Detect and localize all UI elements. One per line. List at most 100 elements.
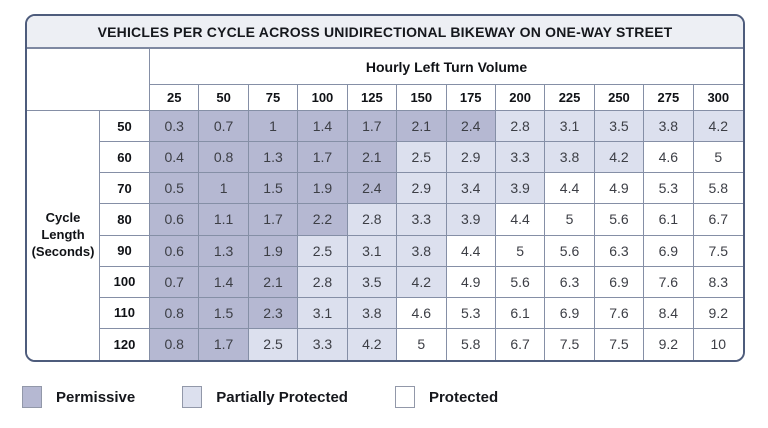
column-header-cell: 175: [446, 85, 496, 111]
value-cell: 2.8: [298, 266, 348, 298]
value-cell: 9.2: [644, 328, 694, 360]
row-header-cell: 100: [100, 266, 150, 298]
row-header-cell: 60: [100, 142, 150, 174]
legend: Permissive Partially Protected Protected: [22, 386, 498, 408]
value-cell: 8.3: [693, 266, 743, 298]
value-cell: 1.7: [248, 204, 299, 236]
column-header-cell: 75: [248, 85, 299, 111]
value-cell: 3.1: [347, 235, 398, 267]
value-cell: 4.4: [446, 235, 496, 267]
value-cell: 7.6: [594, 297, 645, 329]
value-cell: 8.4: [644, 297, 694, 329]
value-cell: 0.8: [150, 297, 200, 329]
value-cell: 2.9: [446, 142, 496, 174]
value-cell: 5: [397, 328, 447, 360]
value-cell: 3.8: [644, 111, 694, 143]
column-header-cell: 275: [644, 85, 694, 111]
value-cell: 9.2: [693, 297, 743, 329]
value-cell: 2.1: [397, 111, 447, 143]
value-cell: 1.1: [199, 204, 249, 236]
value-cell: 6.3: [545, 266, 595, 298]
value-cell: 6.1: [644, 204, 694, 236]
row-header-cell: 90: [100, 235, 150, 267]
value-cell: 3.3: [397, 204, 447, 236]
value-cell: 1.9: [248, 235, 299, 267]
value-cell: 5: [693, 142, 743, 174]
value-cell: 5.3: [644, 173, 694, 205]
row-group-header-line: Length: [41, 227, 85, 243]
value-cell: 1.5: [248, 173, 299, 205]
value-cell: 2.1: [248, 266, 299, 298]
value-cell: 2.1: [347, 142, 398, 174]
column-header-cell: 50: [199, 85, 249, 111]
value-cell: 1.3: [199, 235, 249, 267]
value-cell: 0.3: [150, 111, 200, 143]
column-header-cell: 300: [693, 85, 743, 111]
value-cell: 3.8: [347, 297, 398, 329]
legend-item-permissive: Permissive: [22, 386, 135, 408]
column-header-cell: 150: [397, 85, 447, 111]
legend-item-partially: Partially Protected: [182, 386, 348, 408]
value-cell: 3.8: [397, 235, 447, 267]
legend-item-protected: Protected: [394, 386, 498, 408]
value-cell: 7.6: [644, 266, 694, 298]
value-cell: 6.1: [495, 297, 546, 329]
legend-swatch-permissive: [22, 386, 42, 408]
value-cell: 1: [248, 111, 299, 143]
value-cell: 1.3: [248, 142, 299, 174]
value-cell: 3.4: [446, 173, 496, 205]
value-cell: 1: [199, 173, 249, 205]
value-cell: 0.4: [150, 142, 200, 174]
value-cell: 4.6: [644, 142, 694, 174]
value-cell: 3.1: [545, 111, 595, 143]
row-group-header-line: (Seconds): [31, 243, 95, 259]
value-cell: 2.5: [298, 235, 348, 267]
value-cell: 5.6: [495, 266, 546, 298]
value-cell: 1.4: [199, 266, 249, 298]
value-cell: 4.6: [397, 297, 447, 329]
table-grid: Hourly Left Turn Volume Cycle Length (Se…: [27, 49, 743, 360]
value-cell: 5: [545, 204, 595, 236]
value-cell: 5: [495, 235, 546, 267]
value-cell: 2.5: [248, 328, 299, 360]
value-cell: 2.8: [347, 204, 398, 236]
value-cell: 4.4: [495, 204, 546, 236]
legend-label: Permissive: [56, 388, 136, 406]
column-header-cell: 200: [495, 85, 546, 111]
value-cell: 2.4: [347, 173, 398, 205]
value-cell: 0.7: [150, 266, 200, 298]
row-group-header: Cycle Length (Seconds): [27, 111, 100, 360]
value-cell: 2.9: [397, 173, 447, 205]
column-header-cell: 125: [347, 85, 398, 111]
table-title: VEHICLES PER CYCLE ACROSS UNIDIRECTIONAL…: [27, 16, 743, 49]
value-cell: 2.8: [495, 111, 546, 143]
column-header-cell: 100: [298, 85, 348, 111]
value-cell: 6.9: [594, 266, 645, 298]
value-cell: 1.9: [298, 173, 348, 205]
value-cell: 1.7: [347, 111, 398, 143]
column-header-cell: 25: [150, 85, 200, 111]
value-cell: 4.9: [446, 266, 496, 298]
value-cell: 4.9: [594, 173, 645, 205]
column-header-cell: 225: [545, 85, 595, 111]
value-cell: 0.8: [150, 328, 200, 360]
corner-empty-cell: [27, 49, 150, 111]
value-cell: 2.2: [298, 204, 348, 236]
row-header-cell: 80: [100, 204, 150, 236]
value-cell: 3.1: [298, 297, 348, 329]
value-cell: 4.4: [545, 173, 595, 205]
value-cell: 7.5: [545, 328, 595, 360]
legend-label: Partially Protected: [216, 388, 348, 406]
value-cell: 1.7: [199, 328, 249, 360]
row-header-cell: 110: [100, 297, 150, 329]
value-cell: 4.2: [594, 142, 645, 174]
value-cell: 6.3: [594, 235, 645, 267]
row-header-cell: 120: [100, 328, 150, 360]
legend-swatch-partially: [182, 386, 203, 408]
value-cell: 3.9: [495, 173, 546, 205]
value-cell: 0.6: [150, 235, 200, 267]
value-cell: 5.3: [446, 297, 496, 329]
value-cell: 7.5: [594, 328, 645, 360]
legend-swatch-protected: [394, 386, 415, 408]
